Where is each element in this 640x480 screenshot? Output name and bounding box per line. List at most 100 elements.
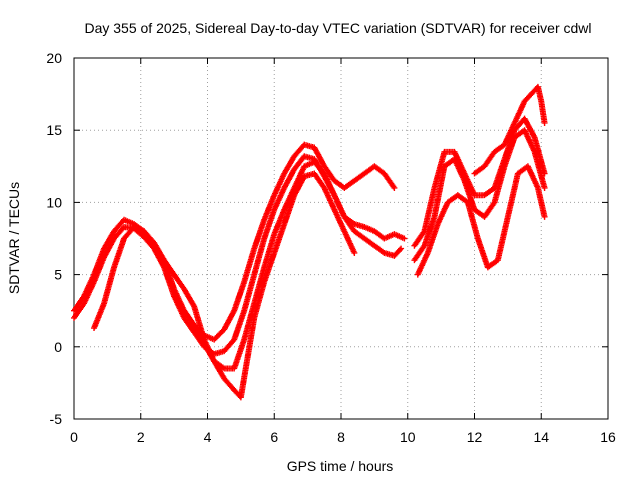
- x-tick-label: 2: [137, 429, 145, 445]
- x-tick-label: 0: [70, 429, 78, 445]
- y-tick-label: -5: [50, 411, 63, 427]
- data-marker-trail: [222, 309, 237, 331]
- data-marker-trail: [101, 229, 117, 251]
- data-marker-trail: [72, 301, 86, 320]
- data-marker-trail: [251, 280, 267, 320]
- data-marker-trail: [342, 215, 357, 233]
- data-marker-trail: [512, 99, 527, 125]
- series-track-3: [91, 158, 405, 372]
- data-marker-trail: [172, 294, 187, 313]
- data-marker-trail: [231, 309, 247, 342]
- data-marker-trail: [312, 172, 327, 190]
- data-marker-trail: [91, 247, 107, 277]
- data-marker-trail: [475, 237, 491, 269]
- y-tick-label: 15: [46, 122, 62, 138]
- data-marker-trail: [502, 135, 517, 168]
- data-marker-trail: [382, 172, 397, 190]
- data-marker-trail: [372, 164, 386, 176]
- y-tick-label: 0: [54, 339, 62, 355]
- data-marker-trail: [271, 222, 287, 255]
- data-marker-trail: [383, 231, 396, 241]
- series-track-6: [411, 127, 548, 264]
- data-marker-trail: [272, 186, 287, 212]
- data-marker-trail: [292, 142, 307, 158]
- data-marker-trail: [332, 193, 347, 219]
- plot-area: [71, 83, 548, 401]
- grid: [74, 58, 608, 419]
- data-marker-trail: [142, 229, 157, 248]
- data-marker-trail: [212, 359, 227, 381]
- data-marker-trail: [261, 251, 277, 284]
- data-marker-trail: [372, 229, 386, 241]
- data-marker-trail: [502, 121, 517, 147]
- data-marker-trail: [251, 218, 267, 251]
- data-marker-trail: [312, 146, 327, 168]
- axes: 0 2 4 6 8 10 12 14 16 -5 0 5 10 15 20: [46, 50, 616, 445]
- data-marker-trail: [182, 316, 197, 334]
- data-marker-trail: [251, 265, 267, 305]
- data-marker-trail: [91, 255, 107, 284]
- data-marker-trail: [111, 237, 127, 269]
- data-marker-trail: [261, 232, 277, 269]
- data-marker-trail: [261, 193, 277, 222]
- data-marker-trail: [522, 92, 534, 104]
- data-marker-trail: [303, 153, 316, 162]
- data-marker-trail: [322, 164, 337, 183]
- data-marker-trail: [303, 171, 316, 179]
- data-marker-trail: [222, 337, 237, 353]
- data-marker-trail: [352, 171, 366, 183]
- data-marker-trail: [443, 148, 456, 155]
- data-marker-trail: [482, 200, 497, 219]
- data-marker-trail: [363, 224, 376, 234]
- data-marker-trail: [431, 150, 447, 190]
- data-marker-trail: [372, 243, 386, 255]
- data-marker-trail: [452, 157, 467, 183]
- data-marker-trail: [535, 186, 548, 219]
- data-marker-trail: [212, 327, 226, 342]
- data-marker-trail: [81, 273, 97, 298]
- data-marker-trail: [271, 208, 287, 236]
- data-marker-trail: [292, 164, 307, 190]
- x-tick-label: 12: [467, 429, 483, 445]
- data-marker-trail: [231, 280, 247, 313]
- data-marker-trail: [353, 221, 366, 230]
- data-marker-trail: [292, 174, 307, 197]
- data-marker-trail: [473, 192, 486, 199]
- data-marker-trail: [191, 304, 207, 341]
- data-marker-trail: [303, 142, 316, 150]
- data-marker-trail: [261, 208, 277, 240]
- data-marker-trail: [101, 265, 117, 305]
- data-marker-trail: [81, 280, 97, 305]
- data-marker-trail: [456, 193, 470, 205]
- series-track-2: [71, 153, 408, 358]
- series-track-7: [414, 163, 548, 278]
- x-tick-label: 10: [400, 429, 416, 445]
- data-marker-trail: [492, 164, 508, 204]
- data-marker-trail: [161, 265, 177, 298]
- data-marker-trail: [282, 167, 297, 190]
- data-marker-trail: [532, 136, 548, 175]
- data-marker-trail: [191, 323, 207, 346]
- x-tick-label: 8: [337, 429, 345, 445]
- data-marker-trail: [112, 225, 126, 241]
- data-marker-trail: [522, 128, 537, 154]
- y-tick-label: 5: [54, 267, 62, 283]
- x-tick-label: 14: [533, 429, 549, 445]
- data-marker-trail: [272, 172, 287, 197]
- data-marker-trail: [352, 229, 366, 241]
- data-marker-trail: [281, 193, 297, 226]
- data-marker-trail: [282, 186, 297, 212]
- data-marker-trail: [222, 365, 236, 372]
- data-marker-trail: [231, 338, 247, 370]
- data-marker-trail: [472, 164, 487, 176]
- data-marker-trail: [525, 164, 541, 190]
- data-marker-trail: [535, 85, 544, 103]
- data-marker-trail: [322, 186, 337, 212]
- data-marker-trail: [241, 273, 257, 313]
- y-tick-label: 20: [46, 50, 62, 66]
- data-marker-trail: [412, 229, 427, 248]
- data-marker-trail: [332, 208, 347, 233]
- series-track-4: [171, 170, 358, 401]
- data-marker-trail: [342, 229, 357, 255]
